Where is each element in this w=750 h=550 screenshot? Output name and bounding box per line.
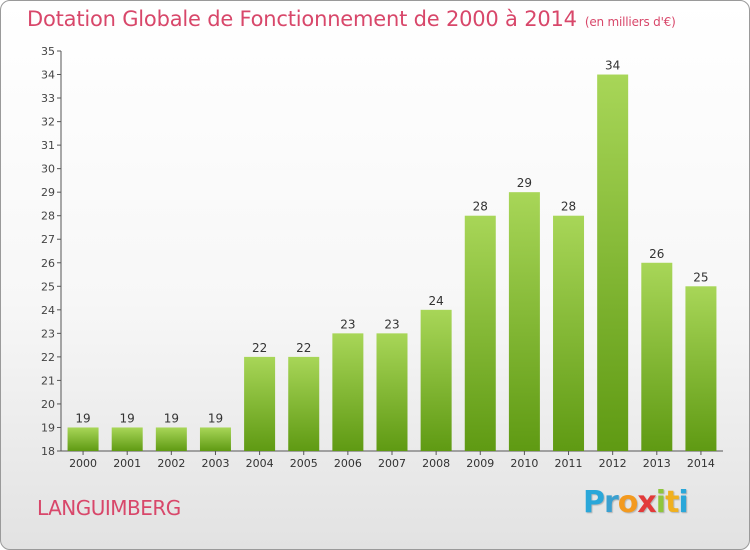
proxiti-logo[interactable]: Proxiti xyxy=(583,485,689,520)
y-tick-label: 33 xyxy=(41,92,55,105)
y-tick-label: 29 xyxy=(41,186,55,199)
data-label: 34 xyxy=(605,59,620,73)
x-tick-label: 2005 xyxy=(290,457,318,470)
logo-letter: i xyxy=(678,485,688,520)
bar xyxy=(111,427,143,451)
y-tick-label: 35 xyxy=(41,45,55,58)
y-tick-label: 27 xyxy=(41,233,55,246)
data-label: 19 xyxy=(164,411,179,425)
chart-title-text: Dotation Globale de Fonctionnement de 20… xyxy=(27,7,577,31)
place-name: LANGUIMBERG xyxy=(37,496,181,520)
x-tick-label: 2000 xyxy=(69,457,97,470)
data-label: 29 xyxy=(517,176,532,190)
data-label: 24 xyxy=(428,294,443,308)
bar xyxy=(685,286,717,451)
logo-letter: x xyxy=(637,485,656,520)
y-tick-label: 20 xyxy=(41,398,55,411)
x-tick-label: 2003 xyxy=(201,457,229,470)
data-label: 19 xyxy=(75,411,90,425)
chart-subtitle: (en milliers d'€) xyxy=(584,15,676,29)
x-tick-label: 2006 xyxy=(334,457,362,470)
y-tick-label: 34 xyxy=(41,69,55,82)
x-tick-label: 2008 xyxy=(422,457,450,470)
y-tick-label: 30 xyxy=(41,163,55,176)
bar xyxy=(376,333,408,451)
x-tick-label: 2001 xyxy=(113,457,141,470)
x-tick-label: 2012 xyxy=(599,457,627,470)
y-tick-label: 24 xyxy=(41,304,55,317)
bar xyxy=(420,309,452,451)
y-tick-label: 25 xyxy=(41,280,55,293)
y-tick-label: 23 xyxy=(41,327,55,340)
data-label: 25 xyxy=(693,270,708,284)
y-tick-label: 18 xyxy=(41,445,55,458)
bars: 19 19 19 19 22 22 23 23 24 28 29 28 34 26 25 xyxy=(67,59,717,452)
y-tick-label: 28 xyxy=(41,210,55,223)
x-tick-label: 2009 xyxy=(466,457,494,470)
logo-letter: P xyxy=(583,485,605,520)
x-tick-label: 2002 xyxy=(157,457,185,470)
x-tick-label: 2007 xyxy=(378,457,406,470)
logo-letter: i xyxy=(655,485,666,520)
y-tick-label: 22 xyxy=(41,351,55,364)
x-tick-label: 2011 xyxy=(555,457,583,470)
bar xyxy=(553,215,585,451)
data-label: 19 xyxy=(120,411,135,425)
bar xyxy=(244,356,276,451)
data-label: 23 xyxy=(340,317,355,331)
bar xyxy=(199,427,231,451)
data-label: 26 xyxy=(649,247,664,261)
bar xyxy=(508,192,540,452)
bar xyxy=(332,333,364,451)
data-label: 19 xyxy=(208,411,223,425)
bar xyxy=(288,356,320,451)
y-tick-label: 31 xyxy=(41,139,55,152)
y-tick-label: 21 xyxy=(41,374,55,387)
x-tick-label: 2013 xyxy=(643,457,671,470)
x-tick-label: 2014 xyxy=(687,457,715,470)
bar xyxy=(597,74,629,451)
bar xyxy=(155,427,187,451)
axes: 18 19 20 21 22 23 24 25 26 27 28 29 30 31 32 33 34 35 2000… xyxy=(41,45,723,470)
data-label: 23 xyxy=(384,317,399,331)
data-label: 28 xyxy=(473,200,488,214)
data-label: 22 xyxy=(252,341,267,355)
data-label: 28 xyxy=(561,200,576,214)
y-tick-label: 26 xyxy=(41,257,55,270)
y-tick-label: 19 xyxy=(41,421,55,434)
chart-title: Dotation Globale de Fonctionnement de 20… xyxy=(27,7,676,31)
x-tick-label: 2010 xyxy=(510,457,538,470)
y-tick-label: 32 xyxy=(41,116,55,129)
data-label: 22 xyxy=(296,341,311,355)
bar xyxy=(641,262,673,451)
x-tick-label: 2004 xyxy=(246,457,274,470)
bar xyxy=(67,427,99,451)
logo-letter: r xyxy=(604,485,619,520)
logo-letter: t xyxy=(665,485,679,520)
bar xyxy=(464,215,496,451)
logo-letter: o xyxy=(617,485,639,520)
